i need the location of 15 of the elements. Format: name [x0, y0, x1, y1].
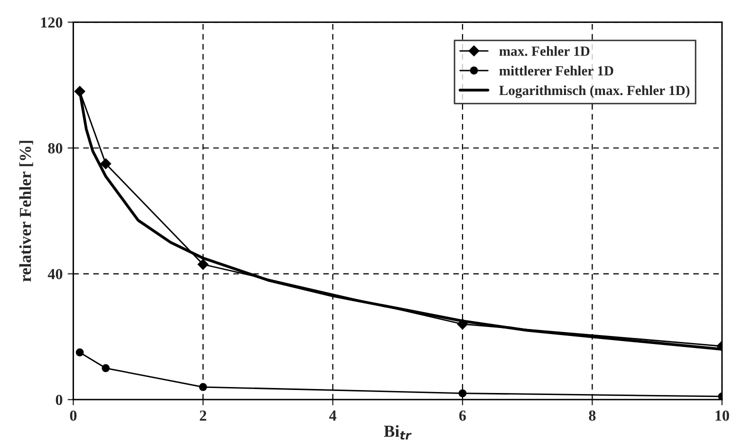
- y-tick-label: 80: [48, 143, 62, 154]
- legend-label: Logarithmisch (max. Fehler 1D): [499, 85, 690, 98]
- x-tick-label: 8: [588, 410, 596, 421]
- y-tick-label: 40: [48, 268, 62, 280]
- x-tick-label: 10: [716, 410, 730, 421]
- x-tick-label: 6: [459, 410, 466, 421]
- y-axis-title: relativer Fehler [%]: [19, 140, 34, 282]
- x-axis-title: Bi$_{tr}$: [384, 425, 412, 440]
- y-tick-label: 120: [41, 17, 62, 28]
- x-tick-label: 0: [70, 410, 77, 421]
- x-tick-label: 2: [200, 410, 206, 421]
- legend-label: mittlerer Fehler 1D: [499, 66, 614, 76]
- y-tick-label: 0: [56, 394, 62, 406]
- x-tick-label: 4: [329, 410, 336, 421]
- legend-label: max. Fehler 1D: [499, 46, 590, 56]
